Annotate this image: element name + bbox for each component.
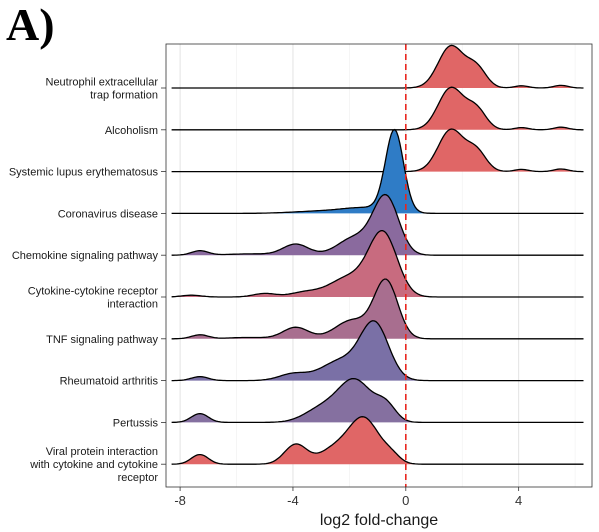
- ridge-fill: [171, 129, 584, 214]
- ridge-fill: [171, 378, 584, 423]
- y-axis-label-line: Viral protein interaction: [46, 446, 158, 458]
- ridge-1: [171, 86, 584, 131]
- ridge-3: [171, 128, 584, 215]
- y-axis-labels: Neutrophil extracellular trap formation Al…: [9, 77, 166, 484]
- x-tick-label: -8: [174, 493, 186, 508]
- ridge-outline: [171, 128, 584, 215]
- y-axis-label: Neutrophil extracellular trap formation: [46, 77, 159, 102]
- x-tick-label: 0: [402, 493, 409, 508]
- ridge-outline: [171, 416, 584, 465]
- y-axis-label: Coronavirus disease: [58, 208, 158, 220]
- x-tick-label: -4: [287, 493, 299, 508]
- x-axis: -8 -4 0 4: [174, 487, 522, 508]
- y-axis-label-line: Pertussis: [113, 417, 159, 429]
- y-axis-label-line: Alcoholism: [105, 125, 158, 137]
- ridge-outline: [171, 230, 584, 298]
- ridge-2: [171, 128, 584, 173]
- ridges: [171, 44, 584, 465]
- ridge-outline: [171, 320, 584, 382]
- ridge-8: [171, 377, 584, 424]
- ridge-fill: [171, 194, 584, 256]
- y-axis-label-line: Rheumatoid arthritis: [60, 376, 159, 388]
- ridge-outline: [171, 44, 584, 89]
- y-axis-label: TNF signaling pathway: [46, 334, 158, 346]
- y-axis-label-line: Chemokine signaling pathway: [12, 250, 159, 262]
- y-axis-label-line: trap formation: [90, 90, 158, 102]
- ridge-fill: [171, 320, 584, 381]
- ridge-7: [171, 320, 584, 382]
- ridge-9: [171, 416, 584, 465]
- ridge-fill: [171, 279, 584, 339]
- ridge-fill: [171, 230, 584, 297]
- ridge-outline: [171, 278, 584, 340]
- y-axis-label-line: Cytokine-cytokine receptor: [28, 286, 159, 298]
- ridge-0: [171, 44, 584, 89]
- y-axis-label: Cytokine-cytokine receptor interaction: [28, 286, 159, 311]
- y-axis-label: Viral protein interaction with cytokine a…: [29, 446, 158, 484]
- y-axis-label-line: Coronavirus disease: [58, 208, 158, 220]
- y-axis-label: Rheumatoid arthritis: [60, 376, 159, 388]
- y-axis-label-line: with cytokine and cytokine: [29, 459, 158, 471]
- ridge-4: [171, 193, 584, 256]
- y-axis-label: Systemic lupus erythematosus: [9, 167, 159, 179]
- ridge-6: [171, 278, 584, 340]
- ridge-outline: [171, 128, 584, 173]
- ridge-fill: [171, 87, 584, 130]
- y-axis-label: Alcoholism: [105, 125, 158, 137]
- y-axis-label-line: Systemic lupus erythematosus: [9, 167, 159, 179]
- y-axis-label: Pertussis: [113, 417, 159, 429]
- y-axis-label-line: interaction: [107, 299, 158, 311]
- y-axis-label-line: receptor: [118, 472, 159, 484]
- y-axis-label-line: Neutrophil extracellular: [46, 77, 159, 89]
- ridge-outline: [171, 193, 584, 256]
- x-tick-label: 4: [515, 493, 522, 508]
- ridge-5: [171, 230, 584, 298]
- ridge-outline: [171, 377, 584, 424]
- panel-border: [165, 43, 593, 488]
- grid-lines: [179, 44, 576, 487]
- ridge-outline: [171, 86, 584, 131]
- y-axis-label-line: TNF signaling pathway: [46, 334, 158, 346]
- ridge-fill: [171, 129, 584, 172]
- x-axis-title: log2 fold-change: [320, 512, 438, 529]
- panel-label: A): [6, 0, 55, 50]
- y-axis-label: Chemokine signaling pathway: [12, 250, 159, 262]
- ridge-fill: [171, 416, 584, 465]
- ridge-fill: [171, 45, 584, 88]
